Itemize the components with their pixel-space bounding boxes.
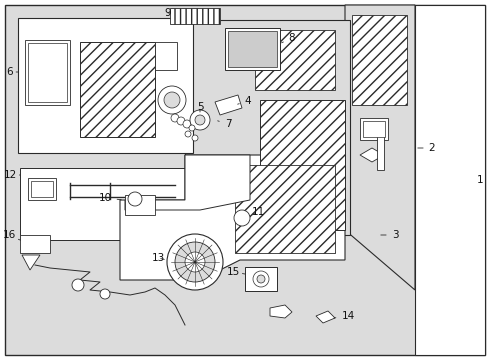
Text: 10: 10 (98, 193, 121, 203)
Bar (225, 28, 280, 70)
Bar (360, 118, 388, 140)
Bar (185, 20, 350, 235)
Bar (245, 267, 277, 291)
Circle shape (128, 192, 142, 206)
Circle shape (175, 242, 215, 282)
Bar (20, 235, 50, 253)
Bar (228, 31, 277, 67)
Bar (25, 40, 70, 105)
Circle shape (185, 252, 205, 272)
Bar (31, 181, 53, 197)
Text: 12: 12 (3, 170, 20, 180)
Bar (80, 42, 155, 137)
Circle shape (190, 110, 210, 130)
Circle shape (257, 275, 265, 283)
Polygon shape (270, 305, 292, 318)
Text: 13: 13 (151, 253, 165, 263)
Bar (363, 121, 385, 137)
Bar (28, 43, 67, 102)
Text: 8: 8 (282, 33, 295, 43)
Polygon shape (215, 95, 242, 115)
Polygon shape (22, 255, 40, 270)
Circle shape (167, 234, 223, 290)
Text: 16: 16 (2, 230, 20, 240)
Circle shape (192, 135, 198, 141)
Text: 15: 15 (226, 267, 245, 277)
Bar (377, 122, 384, 170)
Circle shape (234, 210, 250, 226)
Circle shape (189, 125, 195, 131)
Bar (155, 42, 177, 70)
Polygon shape (360, 148, 384, 162)
Text: 3: 3 (381, 230, 398, 240)
Circle shape (100, 289, 110, 299)
Circle shape (177, 117, 185, 125)
Bar (255, 30, 335, 90)
Polygon shape (316, 311, 335, 323)
Text: 11: 11 (251, 207, 265, 217)
Bar (352, 15, 407, 105)
Bar (28, 178, 56, 200)
Circle shape (183, 120, 191, 128)
Bar (20, 168, 185, 240)
Circle shape (195, 115, 205, 125)
Text: 5: 5 (196, 102, 203, 112)
Text: 4: 4 (238, 96, 251, 106)
Text: 6: 6 (7, 67, 18, 77)
Bar (18, 18, 193, 153)
Circle shape (171, 114, 179, 122)
Text: 7: 7 (218, 119, 231, 129)
Bar (170, 8, 220, 24)
Text: 2: 2 (418, 143, 435, 153)
Text: 1: 1 (477, 175, 483, 185)
Bar (235, 165, 335, 253)
Circle shape (164, 92, 180, 108)
Circle shape (72, 279, 84, 291)
Polygon shape (415, 5, 485, 355)
Text: 9: 9 (165, 8, 172, 18)
Bar (125, 195, 155, 215)
Circle shape (185, 131, 191, 137)
Circle shape (253, 271, 269, 287)
Polygon shape (345, 5, 415, 290)
Bar (260, 100, 345, 230)
Circle shape (158, 86, 186, 114)
Polygon shape (120, 155, 345, 280)
Polygon shape (125, 155, 250, 210)
Text: 14: 14 (334, 311, 355, 321)
